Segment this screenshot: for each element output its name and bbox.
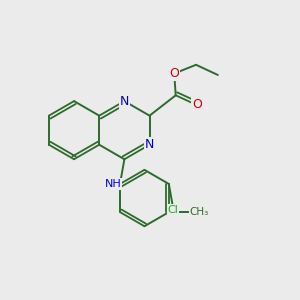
- Text: CH₃: CH₃: [190, 207, 209, 217]
- Text: N: N: [145, 138, 154, 151]
- Text: Cl: Cl: [168, 205, 178, 215]
- Text: N: N: [120, 94, 129, 108]
- Text: NH: NH: [104, 179, 121, 189]
- Text: O: O: [169, 67, 179, 80]
- Text: O: O: [192, 98, 202, 110]
